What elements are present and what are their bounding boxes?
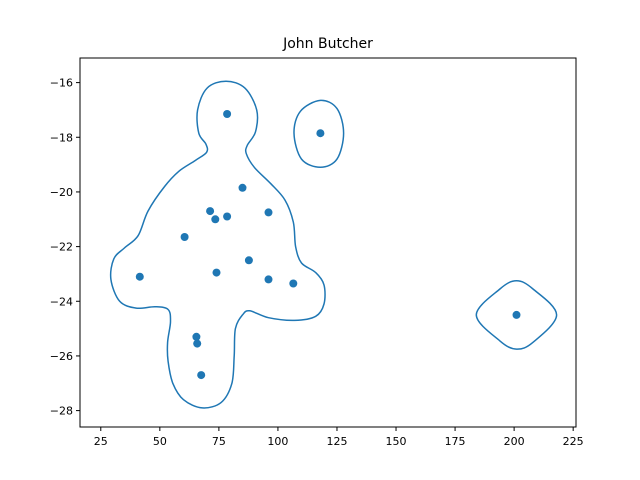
points-layer [135,110,521,380]
data-point-10 [135,272,144,281]
data-point-14 [512,310,521,319]
x-tick-label: 175 [445,435,466,448]
data-point-2 [316,129,325,138]
y-tick-label: −26 [50,350,73,363]
x-tick-label: 100 [267,435,288,448]
data-point-8 [180,233,189,241]
data-point-5 [211,215,220,224]
contours-layer [109,80,558,409]
data-point-13 [289,279,298,288]
x-axis: 25 50 75 100 125 150 175 200 225 [94,427,584,448]
x-tick-label: 150 [386,435,407,448]
data-point-16 [193,339,202,348]
data-point-3 [238,183,247,192]
data-point-11 [212,268,221,277]
y-axis: −16 −18 −20 −22 −24 −26 −28 [50,77,80,418]
y-tick-label: −16 [50,77,73,90]
y-tick-label: −22 [50,241,73,254]
chart-title: John Butcher [282,36,373,52]
y-tick-label: −24 [50,295,73,308]
density-contour-2 [293,99,345,169]
x-tick-label: 25 [94,435,108,448]
data-point-1 [223,110,232,118]
data-point-7 [264,208,273,217]
x-tick-label: 125 [326,435,347,448]
density-contour-1 [109,80,326,409]
y-tick-label: −28 [50,405,73,418]
x-tick-label: 50 [153,435,167,448]
data-point-15 [192,332,201,341]
density-contour-3 [475,280,558,350]
data-point-9 [244,256,253,265]
x-tick-label: 75 [212,435,226,448]
data-point-6 [223,212,232,221]
x-tick-label: 225 [563,435,584,448]
data-point-17 [197,371,206,380]
data-point-12 [264,275,273,284]
data-point-4 [206,207,215,216]
x-tick-label: 200 [504,435,525,448]
y-tick-label: −18 [50,131,73,144]
plot-frame [79,57,577,428]
y-tick-label: −20 [50,186,73,199]
